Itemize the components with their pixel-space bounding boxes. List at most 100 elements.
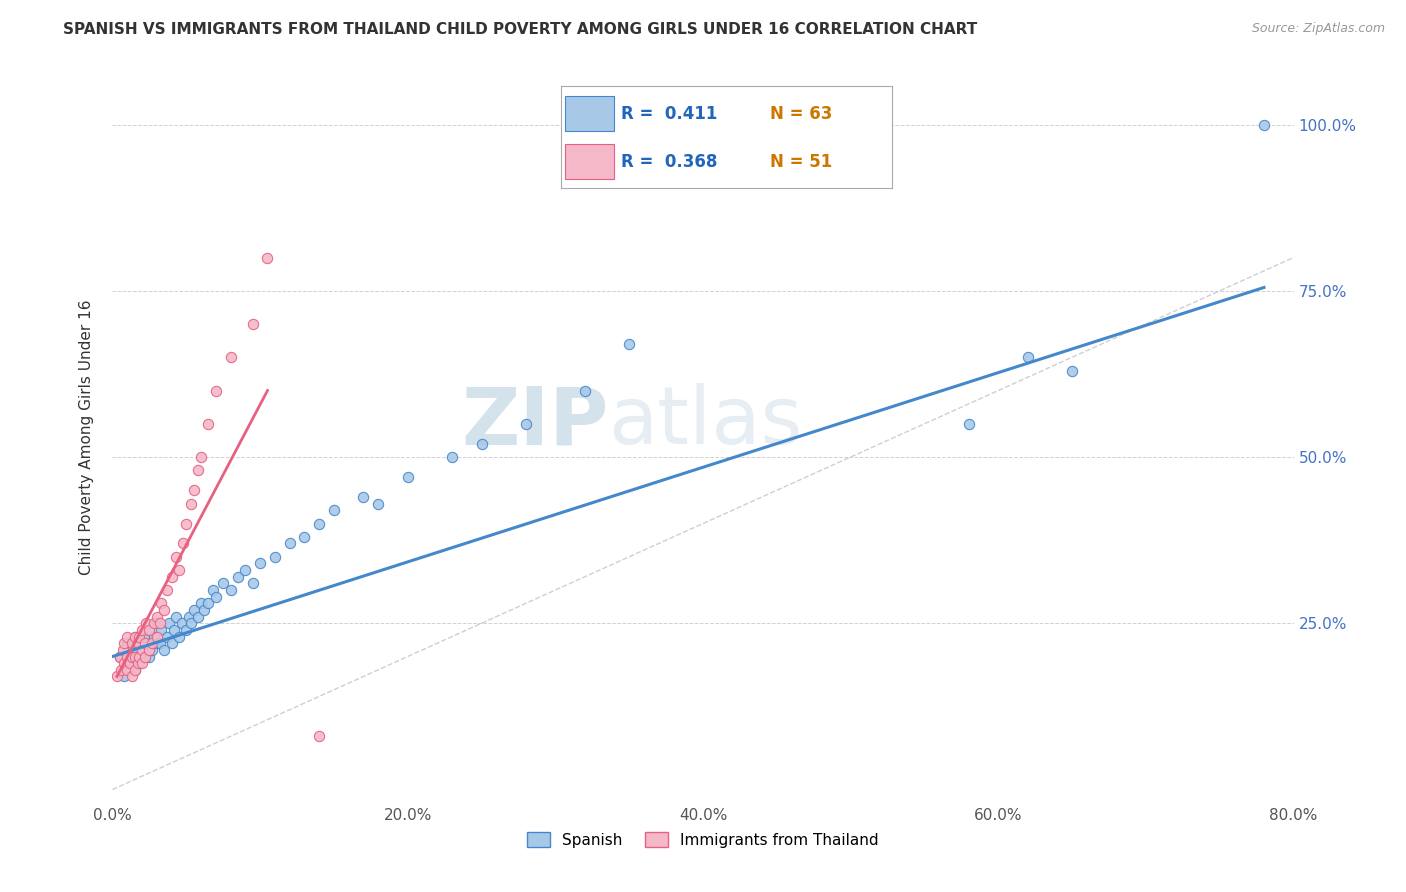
Point [180,497,202,511]
Point [156,630,179,644]
Point [156,582,179,597]
Point [264,549,287,564]
Point [120,656,142,670]
Point [135,630,157,644]
Point [146,630,169,644]
Point [308,516,330,531]
Point [201,582,224,597]
Point [117,663,138,677]
Point [149,616,172,631]
Point [121,636,143,650]
Point [111,643,134,657]
Point [127,649,149,664]
Point [205,590,228,604]
Point [197,596,219,610]
Point [134,636,156,650]
Point [127,636,149,650]
Point [134,649,156,664]
Point [108,649,131,664]
Point [160,570,183,584]
Point [167,630,190,644]
Point [105,669,128,683]
Point [174,516,197,531]
Point [124,663,146,677]
Text: Source: ZipAtlas.com: Source: ZipAtlas.com [1251,22,1385,36]
Point [323,503,346,517]
Point [183,603,205,617]
Point [108,649,131,664]
Point [574,384,596,398]
Point [256,251,278,265]
Point [157,616,180,631]
Point [146,609,169,624]
Point [190,596,212,610]
Point [187,609,209,624]
Point [128,656,150,670]
Point [112,669,135,683]
Point [128,630,150,644]
Point [197,417,219,431]
Point [131,643,153,657]
Point [219,351,242,365]
Point [146,616,169,631]
Point [142,630,165,644]
Point [180,616,202,631]
Point [212,576,235,591]
Point [131,643,153,657]
Point [135,616,157,631]
Point [219,582,242,597]
Point [124,649,146,664]
Point [249,557,271,571]
Point [1253,118,1275,132]
Point [128,649,150,664]
Point [153,643,176,657]
Point [112,636,135,650]
Point [110,663,132,677]
Text: ZIP: ZIP [461,384,609,461]
Point [117,636,138,650]
Point [121,643,143,657]
Point [193,603,215,617]
Point [165,609,187,624]
Point [160,636,183,650]
Point [352,490,374,504]
Point [117,649,138,664]
Point [149,636,172,650]
Point [141,636,163,650]
Point [121,649,143,664]
Point [138,643,160,657]
Point [183,483,205,498]
Point [515,417,537,431]
Point [167,563,190,577]
Point [470,436,494,450]
Point [292,530,315,544]
Point [112,656,135,670]
Text: atlas: atlas [609,384,803,461]
Point [124,630,146,644]
Point [138,649,160,664]
Point [153,603,176,617]
Point [957,417,980,431]
Point [190,450,212,464]
Point [131,623,153,637]
Point [179,609,201,624]
Y-axis label: Child Poverty Among Girls Under 16: Child Poverty Among Girls Under 16 [79,300,94,574]
Point [187,463,209,477]
Point [163,623,186,637]
Point [396,470,419,484]
Point [441,450,464,464]
Point [172,536,194,550]
Point [1062,363,1084,377]
Point [165,549,187,564]
Point [141,643,163,657]
Point [146,636,169,650]
Point [128,636,150,650]
Point [142,616,165,631]
Point [131,656,153,670]
Point [278,536,301,550]
Point [138,623,160,637]
Point [124,630,146,644]
Point [117,630,138,644]
Point [124,663,146,677]
Point [174,623,197,637]
